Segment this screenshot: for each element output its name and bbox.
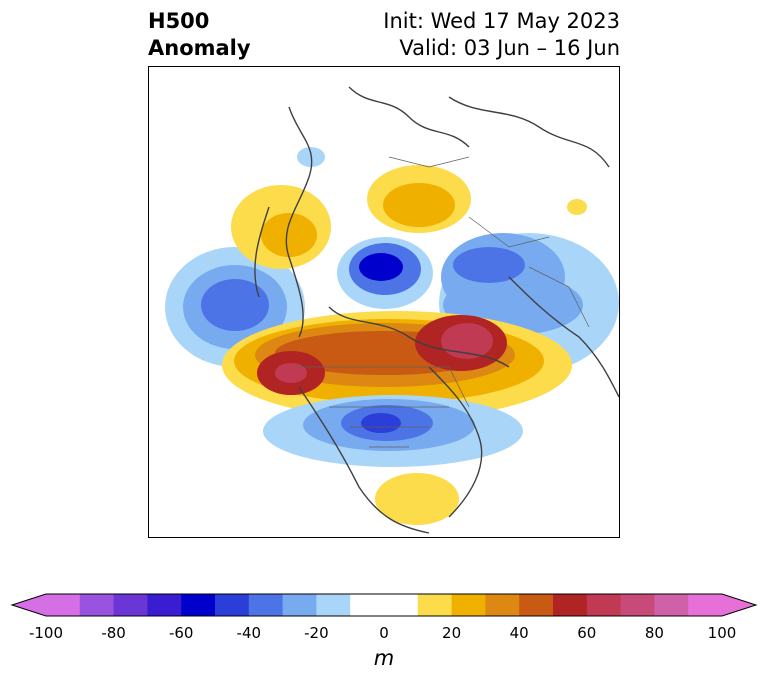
forecast-dates: Init: Wed 17 May 2023 Valid: 03 Jun – 16… [383, 8, 620, 62]
anomaly-field [165, 147, 619, 525]
colorbar-cell [79, 594, 115, 616]
colorbar-tick-label: 60 [577, 624, 597, 642]
coastlines [254, 86, 619, 534]
colorbar-cell [553, 594, 588, 616]
borders [299, 156, 590, 448]
anomaly-pos-southeast [375, 473, 459, 525]
colorbar-cell [586, 594, 622, 616]
colorbar-tick-label: 0 [379, 624, 389, 642]
anomaly-pos-arctic [383, 183, 455, 227]
colorbar-over-arrow [722, 594, 756, 616]
colorbar-cell [384, 594, 419, 616]
init-date: Init: Wed 17 May 2023 [383, 9, 620, 33]
colorbar-cell [417, 594, 453, 616]
colorbar-cell [485, 594, 520, 616]
colorbar-tick-label: -100 [28, 624, 64, 642]
valid-range: Valid: 03 Jun – 16 Jun [399, 36, 620, 60]
anomaly-map [148, 66, 620, 538]
colorbar-cell [620, 594, 655, 616]
colorbar-cell [654, 594, 689, 616]
colorbar-tick-label: 80 [644, 624, 664, 642]
colorbar-tick-label: 20 [442, 624, 462, 642]
colorbar-cell [451, 594, 486, 616]
anomaly-pos-small [567, 199, 587, 215]
colorbar-outline [10, 593, 758, 617]
colorbar-tick-label: 100 [707, 624, 737, 642]
colorbar-cell [46, 594, 81, 616]
map-title: H500 Anomaly [148, 8, 251, 62]
colorbar-cell [248, 594, 284, 616]
colorbar-cell [215, 594, 250, 616]
colorbar-cell [282, 594, 317, 616]
anomaly-pos-northwest [261, 213, 317, 257]
colorbar [10, 593, 758, 617]
colorbar-cell [350, 594, 385, 616]
colorbar-tick-label: 40 [509, 624, 529, 642]
colorbar-ticks: -100 -80 -60 -40 -20 0 20 40 60 80 100 [0, 624, 768, 644]
title-line-2: Anomaly [148, 36, 251, 60]
colorbar-tick-label: -60 [168, 624, 194, 642]
colorbar-unit: m [373, 646, 395, 670]
anomaly-neg-eurasia [453, 247, 525, 283]
colorbar-tick-label: -80 [101, 624, 126, 642]
anomaly-neg-arctic [359, 253, 403, 281]
title-line-1: H500 [148, 9, 210, 33]
anomaly-neg-south [361, 413, 401, 433]
map-canvas [165, 86, 619, 534]
colorbar-cell [519, 594, 554, 616]
colorbar-under-arrow [12, 594, 46, 616]
anomaly-pos-west [275, 363, 307, 383]
colorbar-cell [147, 594, 182, 616]
colorbar-tick-label: -20 [304, 624, 329, 642]
colorbar-cell [316, 594, 351, 616]
colorbar-cell [113, 594, 148, 616]
colorbar-cell [688, 594, 723, 616]
colorbar-tick-label: -40 [236, 624, 262, 642]
anomaly-pos-east [441, 323, 493, 359]
anomaly-neg-pacific [201, 279, 269, 331]
colorbar-cell [181, 594, 216, 616]
